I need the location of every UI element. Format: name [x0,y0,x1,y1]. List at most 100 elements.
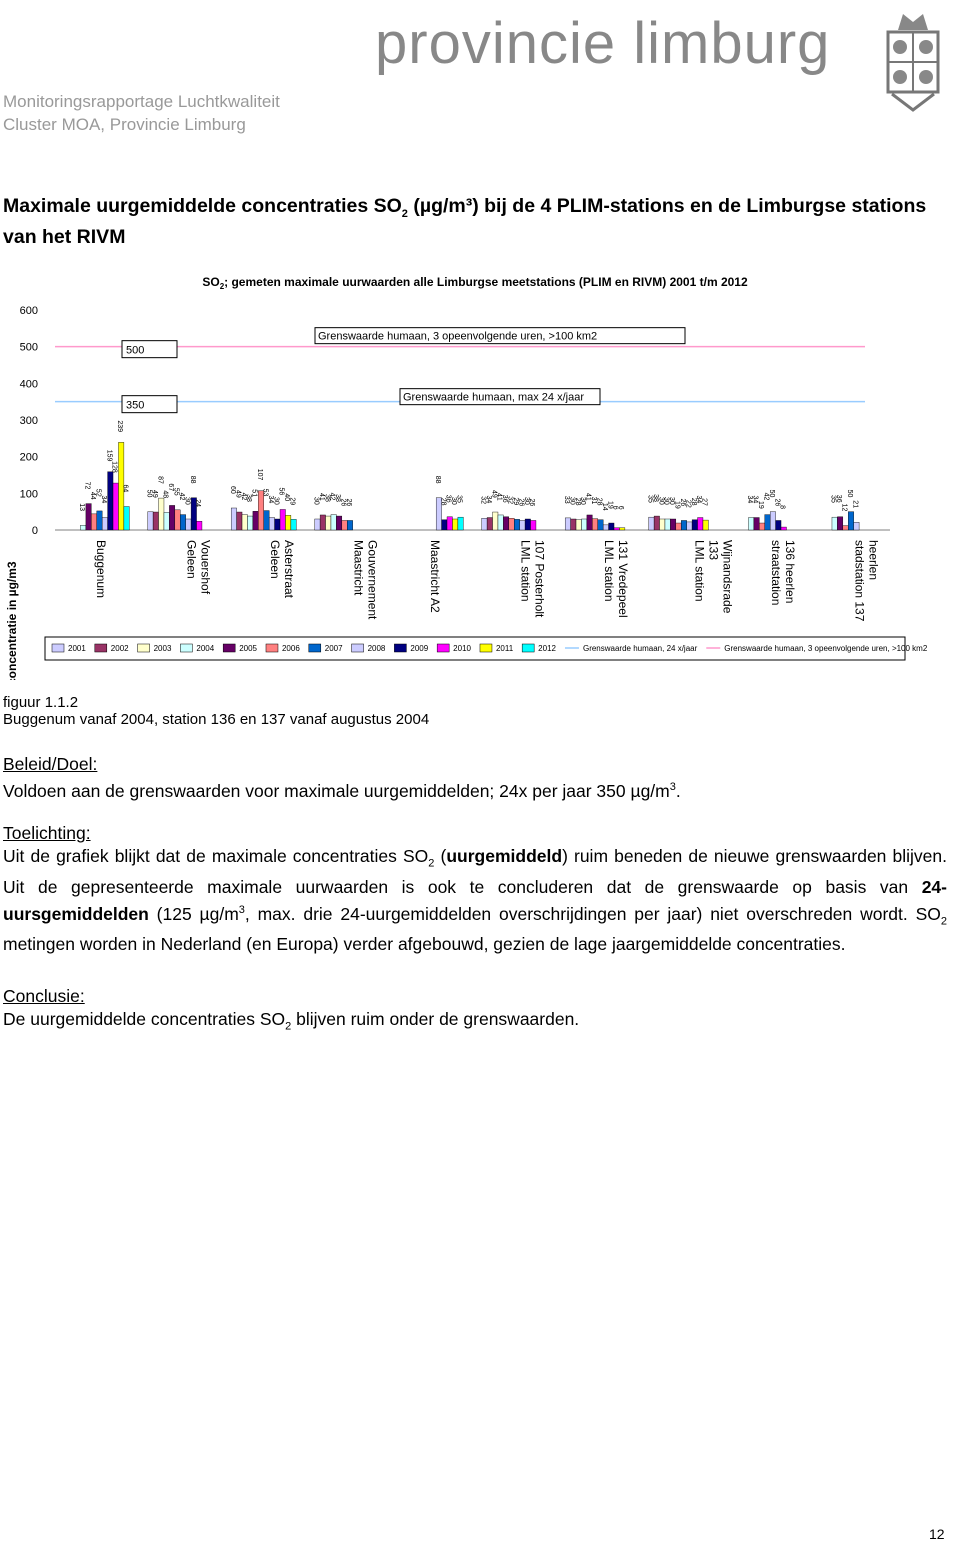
bar [519,520,526,531]
x-tick-label: GeleenVouershof [184,540,212,595]
data-label: 41 [318,493,325,501]
y-tick-label: 0 [32,525,38,537]
data-label: 239 [116,420,123,432]
bar [341,520,348,531]
y-tick-label: 300 [20,415,38,427]
data-label: 38 [245,494,252,502]
bar [748,517,755,531]
legend-swatch [222,643,236,653]
data-label: 34 [746,496,753,504]
data-label: 30 [312,497,319,505]
x-tick-line: LML station [692,540,706,602]
data-label: 38 [323,494,330,502]
section-title: Conclusie: [3,986,85,1006]
legend-label: 2004 [196,644,214,653]
bar [586,514,593,531]
bar [648,516,655,531]
bar [152,511,159,531]
bar [279,509,286,531]
x-tick-label: Buggenum [94,540,108,598]
data-label: 36 [835,495,842,503]
y-tick-label: 200 [20,452,38,464]
legend-label: 2011 [496,644,514,653]
data-label: 87 [156,476,163,484]
y-tick-label: 600 [20,305,38,317]
heading: Maximale uurgemiddelde concentraties SO2… [3,195,927,248]
x-tick-label: MaastrichtGouvernement [351,540,379,620]
bar [457,516,464,531]
x-tick-line: Geleen [184,540,198,579]
bar [347,520,353,531]
bar [780,526,787,531]
bar [314,518,321,531]
legend-label: 2003 [154,644,172,653]
legend-swatch [394,643,407,653]
bar [613,527,620,531]
bar [653,515,660,531]
data-label: 8 [779,505,786,509]
chart-title: SO2; gemeten maximale uurwaarden alle Li… [202,275,748,291]
bar [80,525,87,531]
bar [503,516,510,531]
bar [336,515,343,531]
data-label: 51 [251,489,258,497]
legend-swatch [351,643,364,653]
bar [123,506,130,531]
bar [319,514,326,531]
bar [853,522,860,531]
section: Conclusie: De uurgemiddelde concentraties… [3,985,947,1039]
data-label: 38 [652,494,659,502]
section-text: De uurgemiddelde concentraties SO2 blijv… [3,1009,580,1033]
data-label: 35 [646,495,653,503]
bar [681,520,687,531]
data-label: 32 [507,496,514,504]
bar [118,442,125,531]
legend-label: 2009 [410,644,428,653]
data-label: 30 [523,497,530,505]
data-label: 30 [663,497,670,505]
legend-label: 2005 [239,644,257,653]
data-label: 34 [100,496,107,504]
bar [252,511,259,531]
bar [592,518,598,531]
data-label: 88 [189,476,196,484]
data-label: 29 [512,497,519,505]
data-label: 49 [490,490,497,498]
bar [831,516,838,531]
x-tick-label: straatstation136 heerlen [769,540,797,605]
header-line: Cluster MOA, Provincie Limburg [3,115,246,134]
bar [247,515,254,531]
data-label: 42 [329,493,336,501]
caption-text: Buggenum vanaf 2004, station 136 en 137 … [3,711,430,728]
data-label: 30 [183,497,190,505]
data-label: 50 [846,490,853,498]
bar [107,471,114,531]
y-tick-label: 500 [20,342,38,354]
reference-label: Grenswaarde humaan, max 24 x/jaar [403,392,584,404]
x-tick-line: LML station [518,540,532,602]
x-tick-line: Maastricht [351,540,365,596]
bar [602,524,609,531]
data-label: 6 [612,506,619,510]
legend-label: 2006 [282,644,300,653]
bar [481,518,488,531]
bar [524,518,531,531]
page-number: 12 [929,1526,945,1542]
bar [664,518,671,531]
caption-number: figuur 1.1.2 [3,694,79,711]
x-tick-line: stadstation 137 [852,540,866,622]
bar [241,514,248,531]
bar [285,515,292,531]
bar [486,517,493,531]
bar [169,505,176,531]
legend-box [44,636,906,661]
data-label: 26 [679,498,686,506]
data-label: 33 [563,496,570,504]
legend-label: 2010 [453,644,471,653]
legend-label: 2001 [68,644,86,653]
bar [101,517,108,531]
bar [508,518,515,531]
data-label: 36 [445,495,452,503]
data-label: 42 [178,493,185,501]
